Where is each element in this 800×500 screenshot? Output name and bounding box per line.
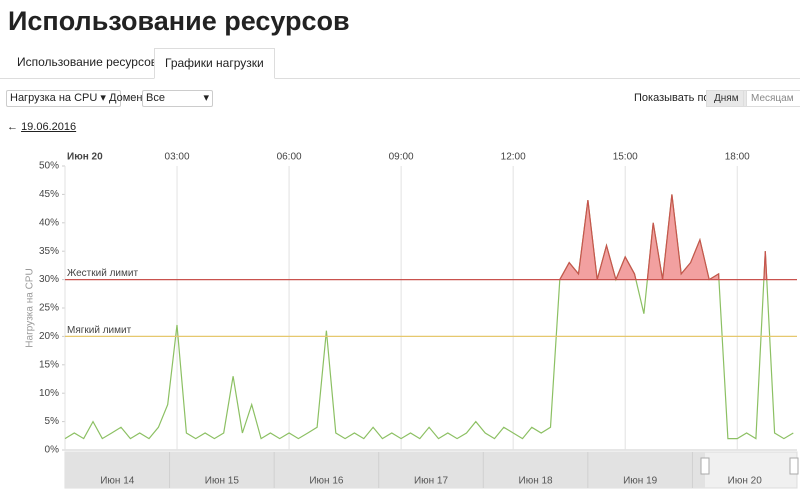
x-tick-label: Июн 20	[67, 152, 103, 163]
navigator-label: Июн 20	[728, 476, 763, 487]
back-date: 19.06.2016	[21, 121, 77, 133]
domain-value: Все	[146, 92, 165, 104]
domain-select[interactable]: Все ▾	[142, 90, 213, 107]
navigator-handle[interactable]	[789, 457, 799, 475]
tab-bar-line	[0, 78, 800, 79]
over-limit-line	[559, 194, 768, 280]
navigator-handle[interactable]	[700, 457, 710, 475]
y-axis-title: Нагрузка на CPU	[25, 268, 36, 347]
y-tick-label: 30%	[39, 274, 59, 285]
page-title: Использование ресурсов	[8, 6, 350, 36]
y-tick-label: 25%	[39, 303, 59, 314]
navigator-unselected	[65, 452, 705, 488]
tab-active[interactable]: Графики нагрузки	[154, 48, 275, 79]
show-by-label: Показывать по	[634, 92, 710, 104]
navigator-label: Июн 14	[100, 476, 135, 487]
show-by-month[interactable]: Месяцам	[743, 90, 800, 107]
tab[interactable]: Использование ресурсов	[17, 55, 158, 69]
y-tick-label: 5%	[45, 416, 60, 427]
domain-label: Домен	[109, 92, 143, 104]
limit-label: Жесткий лимит	[67, 268, 138, 279]
limit-label: Мягкий лимит	[67, 325, 132, 336]
x-tick-label: 03:00	[165, 152, 190, 163]
y-tick-label: 15%	[39, 359, 59, 370]
navigator-label: Июн 18	[519, 476, 554, 487]
y-tick-label: 40%	[39, 217, 59, 228]
metric-value: Нагрузка на CPU	[10, 92, 98, 104]
y-tick-label: 35%	[39, 246, 59, 257]
series-line	[64, 194, 794, 440]
x-tick-label: 15:00	[613, 152, 638, 163]
show-by-day[interactable]: Дням	[706, 90, 747, 107]
x-tick-label: 09:00	[389, 152, 414, 163]
metric-select[interactable]: Нагрузка на CPU ▾	[6, 90, 121, 107]
navigator-label: Июн 15	[205, 476, 240, 487]
back-arrow: ←	[7, 121, 18, 133]
y-tick-label: 50%	[39, 161, 59, 172]
navigator-label: Июн 19	[623, 476, 658, 487]
navigator-label: Июн 16	[309, 476, 344, 487]
y-tick-label: 0%	[45, 445, 60, 456]
over-limit-area	[65, 194, 794, 280]
x-tick-label: 18:00	[725, 152, 750, 163]
y-tick-label: 20%	[39, 331, 59, 342]
y-tick-label: 10%	[39, 388, 59, 399]
x-tick-label: 06:00	[277, 152, 302, 163]
y-tick-label: 45%	[39, 189, 59, 200]
navigator-label: Июн 17	[414, 476, 449, 487]
back-link[interactable]: ← 19.06.2016	[7, 121, 76, 133]
x-tick-label: 12:00	[501, 152, 526, 163]
